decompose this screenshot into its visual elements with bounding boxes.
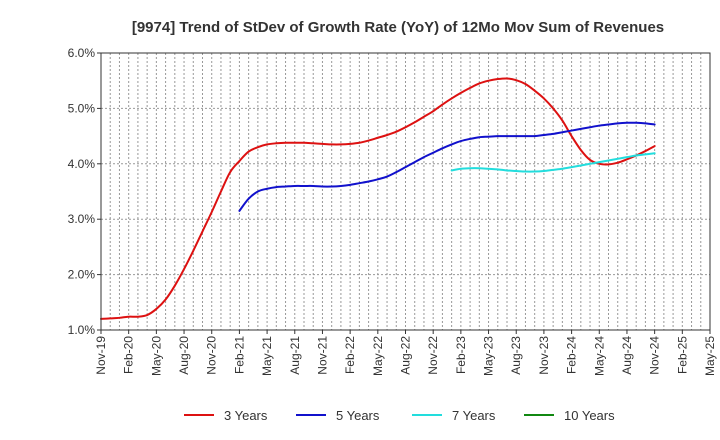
x-tick-label: Feb-20 (122, 336, 136, 374)
x-tick-label: Aug-21 (288, 336, 302, 375)
x-tick-label: Aug-22 (399, 336, 413, 375)
series-line-7-years (450, 152, 656, 173)
x-tick-label: Aug-23 (509, 336, 523, 375)
x-tick-label: Feb-25 (675, 336, 689, 374)
x-tick-label: Feb-21 (232, 336, 246, 374)
chart-title: [9974] Trend of StDev of Growth Rate (Yo… (132, 19, 664, 36)
legend-label-7-years: 7 Years (452, 408, 496, 423)
x-tick-label: Nov-23 (537, 336, 551, 375)
y-axis-ticks: 1.0% 2.0% 3.0% 4.0% 5.0% 6.0% (68, 46, 101, 337)
x-axis-ticks: Nov-19 Feb-20 May-20 Aug-20 Nov-20 Feb-21 May-… (94, 330, 717, 376)
horizontal-gridlines (101, 107, 710, 276)
x-tick-label: Nov-22 (426, 336, 440, 375)
y-tick-label: 2.0% (68, 268, 96, 282)
x-tick-label: May-21 (260, 336, 274, 376)
x-tick-label: Nov-21 (315, 336, 329, 375)
series-line-5-years (238, 121, 656, 212)
x-tick-label: Nov-20 (205, 336, 219, 375)
x-tick-label: May-25 (703, 336, 717, 376)
y-tick-label: 5.0% (68, 101, 96, 115)
x-tick-label: May-22 (371, 336, 385, 376)
x-tick-label: May-23 (482, 336, 496, 376)
series-line-3-years (100, 77, 656, 320)
x-tick-label: Feb-24 (565, 336, 579, 374)
x-tick-label: Aug-20 (177, 336, 191, 375)
x-tick-label: Aug-24 (620, 336, 634, 375)
x-tick-label: May-24 (592, 336, 606, 376)
x-tick-label: Feb-23 (454, 336, 468, 374)
x-tick-label: Nov-19 (94, 336, 108, 375)
y-tick-label: 1.0% (68, 323, 96, 337)
y-tick-label: 6.0% (68, 46, 96, 60)
legend: 3 Years 5 Years 7 Years 10 Years (184, 408, 615, 423)
y-tick-label: 3.0% (68, 212, 96, 226)
legend-label-5-years: 5 Years (336, 408, 380, 423)
vertical-gridlines (109, 53, 702, 330)
legend-label-10-years: 10 Years (564, 408, 615, 423)
x-tick-label: Feb-22 (343, 336, 357, 374)
x-tick-label: May-20 (149, 336, 163, 376)
series-lines (100, 77, 656, 320)
legend-label-3-years: 3 Years (224, 408, 268, 423)
x-tick-label: Nov-24 (648, 336, 662, 375)
y-tick-label: 4.0% (68, 157, 96, 171)
